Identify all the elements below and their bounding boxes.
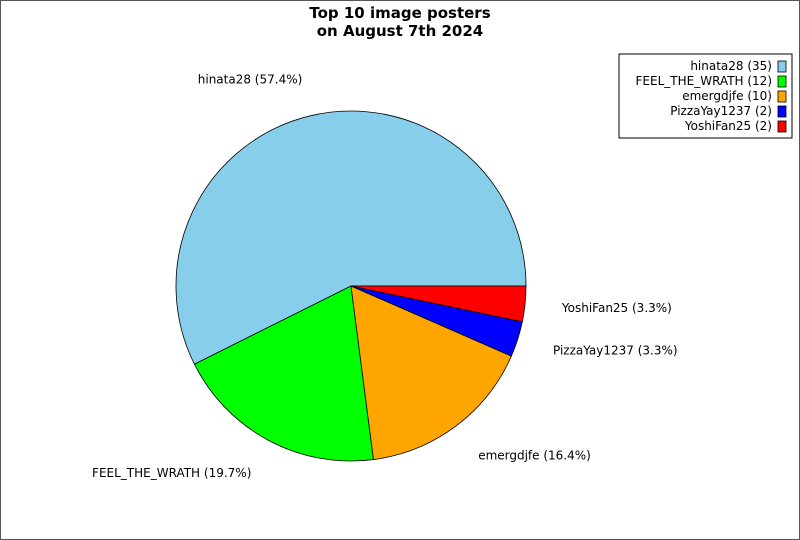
pie-slice-emergdjfe [350, 285, 512, 460]
legend-swatch-feel-the-wrath [777, 75, 787, 88]
legend-label-hinata28: hinata28 (35) [690, 59, 772, 73]
legend-label-yoshifan25: YoshiFan25 (2) [684, 119, 772, 133]
legend-swatch-yoshifan25 [777, 120, 787, 133]
slice-label-pizzayay1237: PizzaYay1237 (3.3%) [553, 344, 678, 358]
pie-slice-feel-the-wrath [193, 285, 374, 462]
legend-label-feel-the-wrath: FEEL_THE_WRATH (12) [636, 74, 772, 88]
legend-swatch-pizzayay1237 [777, 105, 787, 118]
legend-swatch-hinata28 [777, 60, 787, 73]
slice-label-feel-the-wrath: FEEL_THE_WRATH (19.7%) [92, 466, 251, 480]
legend-swatch-emergdjfe [777, 90, 787, 103]
legend-box [618, 53, 793, 139]
pie-slices [175, 110, 527, 462]
pie-slice-yoshifan25 [350, 285, 527, 323]
pie-slice-labels: hinata28 (57.4%) FEEL_THE_WRATH (19.7%) em… [92, 73, 678, 480]
legend-label-pizzayay1237: PizzaYay1237 (2) [670, 104, 772, 118]
legend: hinata28 (35)FEEL_THE_WRATH (12)emergdjf… [618, 53, 793, 139]
chart-title-line-2: on August 7th 2024 [317, 22, 484, 40]
slice-label-hinata28: hinata28 (57.4%) [198, 73, 303, 87]
slice-label-emergdjfe: emergdjfe (16.4%) [478, 449, 591, 463]
slice-label-yoshifan25: YoshiFan25 (3.3%) [561, 301, 672, 315]
legend-items: hinata28 (35)FEEL_THE_WRATH (12)emergdjf… [636, 59, 787, 133]
pie-slice-hinata28 [175, 110, 527, 365]
chart-title-line-1: Top 10 image posters [309, 4, 490, 22]
legend-label-emergdjfe: emergdjfe (10) [682, 89, 772, 103]
